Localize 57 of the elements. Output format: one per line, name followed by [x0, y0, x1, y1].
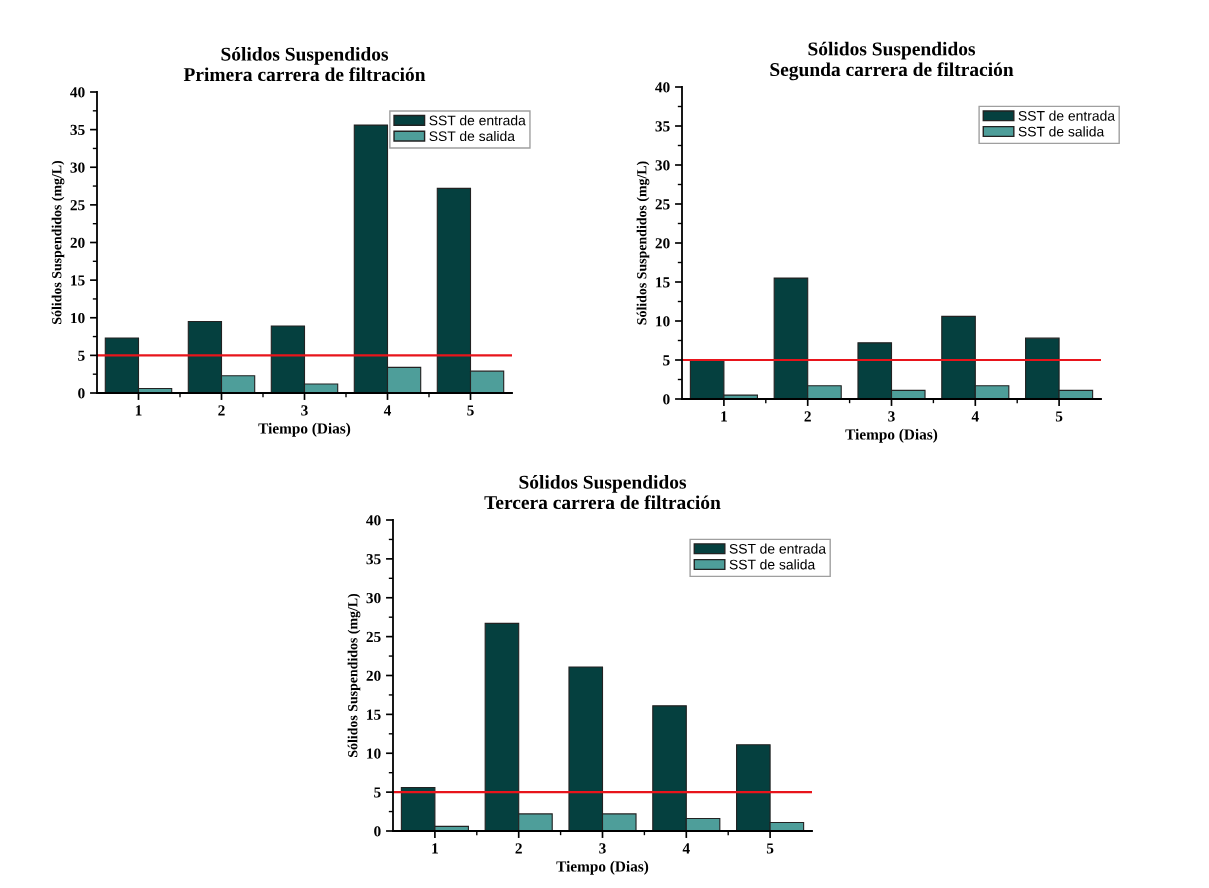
- x-tick-label: 4: [383, 405, 392, 416]
- legend-label: SST de salida: [1018, 126, 1105, 137]
- chart-title: Sólidos Suspendidos Primera carrera de filtración: [183, 47, 426, 82]
- x-tick-label: 3: [599, 843, 606, 854]
- x-tick-label: 5: [1055, 411, 1063, 422]
- y-axis-title: Sólidos Suspendidos (mg/L): [347, 593, 361, 757]
- x-axis-title: Tiempo (Dias): [556, 860, 649, 875]
- y-tick-label: 20: [655, 238, 670, 249]
- y-tick-label: 35: [366, 554, 381, 565]
- y-tick-label: 30: [655, 160, 670, 171]
- y-tick-label: 5: [663, 355, 670, 366]
- y-tick-label: 15: [71, 275, 85, 286]
- y-tick-label: 20: [70, 237, 85, 248]
- x-axis-title: Tiempo (Dias): [845, 428, 938, 443]
- y-tick-label: 10: [71, 312, 85, 324]
- y-axis-title: Sólidos Suspendidos (mg/L): [636, 161, 650, 325]
- y-tick-label: 25: [366, 631, 381, 643]
- legend-label: SST de salida: [729, 559, 816, 570]
- legend-label: SST de entrada: [1018, 110, 1116, 121]
- legend-label: SST de entrada: [729, 543, 827, 554]
- legend-label: SST de salida: [429, 130, 515, 142]
- x-tick-label: 3: [888, 411, 895, 422]
- y-tick-label: 10: [367, 748, 381, 759]
- y-axis-title: Sólidos Suspendidos (mg/L): [51, 160, 65, 324]
- x-tick-label: 2: [515, 843, 522, 854]
- y-tick-label: 15: [656, 277, 670, 288]
- legend-label: SST de entrada: [429, 115, 526, 126]
- y-tick-label: 0: [374, 826, 381, 837]
- x-tick-label: 2: [804, 411, 811, 422]
- y-tick-label: 10: [656, 316, 670, 327]
- y-tick-label: 5: [78, 350, 85, 361]
- y-tick-label: 20: [366, 670, 381, 681]
- x-tick-label: 2: [218, 405, 225, 416]
- y-tick-label: 25: [70, 200, 85, 211]
- y-tick-label: 40: [70, 87, 85, 98]
- chart-title: Sólidos Suspendidos Tercera carrera de filtración: [484, 475, 721, 510]
- x-tick-label: 5: [467, 405, 474, 416]
- y-tick-label: 35: [70, 124, 85, 136]
- y-tick-label: 15: [367, 709, 381, 720]
- x-axis-title: Tiempo (Dias): [258, 422, 351, 437]
- x-tick-label: 1: [135, 405, 142, 416]
- y-tick-label: 30: [70, 162, 85, 173]
- y-tick-label: 0: [663, 394, 670, 405]
- x-tick-label: 4: [971, 411, 979, 422]
- y-tick-label: 35: [655, 121, 670, 132]
- x-tick-label: 1: [432, 843, 438, 854]
- y-tick-label: 0: [78, 388, 85, 399]
- y-tick-label: 40: [366, 515, 381, 526]
- x-tick-label: 3: [301, 405, 308, 416]
- x-tick-label: 5: [766, 843, 774, 854]
- y-tick-label: 5: [374, 787, 381, 798]
- x-tick-label: 4: [682, 843, 690, 854]
- chart-title: Sólidos Suspendidos Segunda carrera de filtración: [770, 41, 1014, 81]
- y-tick-label: 40: [655, 82, 670, 93]
- y-tick-label: 25: [655, 199, 670, 210]
- x-tick-label: 1: [721, 411, 727, 422]
- y-tick-label: 30: [366, 592, 381, 604]
